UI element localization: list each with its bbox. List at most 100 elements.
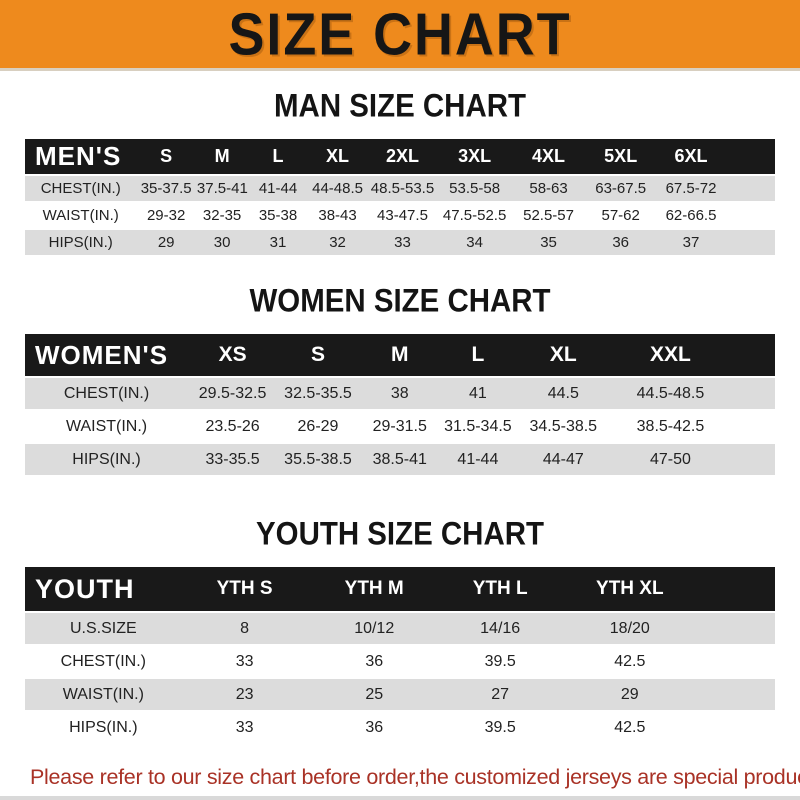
- filler-cell: [700, 712, 775, 743]
- size-cell: 38.5-41: [358, 444, 441, 475]
- column-header: 5XL: [585, 139, 656, 174]
- filler-cell: [726, 176, 775, 201]
- filler-cell: [700, 567, 775, 611]
- column-header: L: [440, 334, 516, 376]
- size-cell: 37.5-41: [195, 176, 249, 201]
- row-label: WAIST(IN.): [25, 411, 189, 442]
- column-header: 4XL: [511, 139, 586, 174]
- size-cell: 38-43: [307, 203, 368, 228]
- section-heading-youth: YOUTH SIZE CHART: [256, 515, 544, 552]
- size-cell: 62-66.5: [655, 203, 727, 228]
- size-cell: 31: [248, 230, 308, 255]
- column-header: S: [136, 139, 196, 174]
- table-row: CHEST(IN.) 33 36 39.5 42.5: [25, 646, 775, 677]
- women-size-table: WOMEN'S XS S M L XL XXL CHEST(IN.) 29.5-32.5 32.5…: [25, 332, 775, 477]
- section-heading-men: MAN SIZE CHART: [274, 87, 526, 124]
- table-header-label: WOMEN'S: [25, 334, 189, 376]
- size-cell: 23: [181, 679, 308, 710]
- size-cell: 47.5-52.5: [437, 203, 512, 228]
- size-cell: 33: [181, 712, 308, 743]
- footer-line-1: Please refer to our size chart before or…: [30, 765, 800, 789]
- size-cell: 52.5-57: [511, 203, 586, 228]
- column-header: 2XL: [367, 139, 438, 174]
- column-header: M: [358, 334, 441, 376]
- size-cell: 67.5-72: [655, 176, 727, 201]
- bottom-divider: [0, 796, 800, 800]
- table-row: CHEST(IN.) 29.5-32.5 32.5-35.5 38 41 44.5 44.5…: [25, 378, 775, 409]
- size-cell: 32.5-35.5: [277, 378, 359, 409]
- column-header: XL: [307, 139, 368, 174]
- footer-note: Please refer to our size chart before or…: [0, 762, 800, 800]
- size-cell: 35: [511, 230, 586, 255]
- row-label: U.S.SIZE: [25, 613, 182, 644]
- size-cell: 42.5: [559, 712, 701, 743]
- table-header-row: MEN'S S M L XL 2XL 3XL 4XL 5XL 6XL: [25, 139, 775, 174]
- section-heading-women: WOMEN SIZE CHART: [249, 282, 551, 319]
- size-cell: 29: [559, 679, 701, 710]
- size-cell: 36: [307, 712, 441, 743]
- column-header: YTH L: [440, 567, 560, 611]
- column-header: 6XL: [655, 139, 727, 174]
- size-chart-banner: SIZE CHART: [0, 0, 800, 71]
- size-cell: 44-47: [515, 444, 612, 475]
- column-header: S: [277, 334, 359, 376]
- table-row: WAIST(IN.) 23.5-26 26-29 29-31.5 31.5-34.5 34…: [25, 411, 775, 442]
- table-row: HIPS(IN.) 29 30 31 32 33 34 35 36 37: [25, 230, 775, 255]
- table-header-row: WOMEN'S XS S M L XL XXL: [25, 334, 775, 376]
- size-cell: 41-44: [248, 176, 308, 201]
- size-cell: 18/20: [559, 613, 701, 644]
- table-row: WAIST(IN.) 23 25 27 29: [25, 679, 775, 710]
- size-cell: 38: [358, 378, 441, 409]
- size-cell: 26-29: [277, 411, 359, 442]
- row-label: HIPS(IN.): [25, 230, 137, 255]
- column-header: L: [248, 139, 308, 174]
- table-row: HIPS(IN.) 33 36 39.5 42.5: [25, 712, 775, 743]
- filler-cell: [726, 139, 775, 174]
- column-header: YTH M: [307, 567, 441, 611]
- size-cell: 36: [307, 646, 441, 677]
- row-label: CHEST(IN.): [25, 176, 137, 201]
- size-cell: 31.5-34.5: [440, 411, 516, 442]
- size-cell: 35-38: [248, 203, 308, 228]
- size-cell: 47-50: [611, 444, 730, 475]
- size-cell: 42.5: [559, 646, 701, 677]
- size-cell: 33: [367, 230, 438, 255]
- size-cell: 33-35.5: [188, 444, 278, 475]
- table-header-label: MEN'S: [25, 139, 137, 174]
- table-row: HIPS(IN.) 33-35.5 35.5-38.5 38.5-41 41-44 44-…: [25, 444, 775, 475]
- size-cell: 63-67.5: [585, 176, 656, 201]
- table-header-label: YOUTH: [25, 567, 182, 611]
- size-cell: 57-62: [585, 203, 656, 228]
- size-cell: 39.5: [440, 646, 560, 677]
- row-label: CHEST(IN.): [25, 646, 182, 677]
- row-label: HIPS(IN.): [25, 444, 189, 475]
- filler-cell: [726, 230, 775, 255]
- size-cell: 27: [440, 679, 560, 710]
- size-cell: 48.5-53.5: [367, 176, 438, 201]
- column-header: YTH XL: [559, 567, 701, 611]
- table-row: U.S.SIZE 8 10/12 14/16 18/20: [25, 613, 775, 644]
- size-cell: 41: [440, 378, 516, 409]
- row-label: WAIST(IN.): [25, 203, 137, 228]
- size-cell: 34: [437, 230, 512, 255]
- size-cell: 53.5-58: [437, 176, 512, 201]
- filler-cell: [729, 444, 775, 475]
- filler-cell: [729, 411, 775, 442]
- table-row: WAIST(IN.) 29-32 32-35 35-38 38-43 43-47.5 47.…: [25, 203, 775, 228]
- size-cell: 44.5: [515, 378, 612, 409]
- size-cell: 25: [307, 679, 441, 710]
- size-cell: 29-32: [136, 203, 196, 228]
- table-header-row: YOUTH YTH S YTH M YTH L YTH XL: [25, 567, 775, 611]
- size-cell: 39.5: [440, 712, 560, 743]
- filler-cell: [700, 646, 775, 677]
- column-header: 3XL: [437, 139, 512, 174]
- size-cell: 38.5-42.5: [611, 411, 730, 442]
- size-cell: 23.5-26: [188, 411, 278, 442]
- youth-size-table: YOUTH YTH S YTH M YTH L YTH XL U.S.SIZE 8 10/12…: [25, 565, 775, 745]
- size-cell: 43-47.5: [367, 203, 438, 228]
- size-cell: 29-31.5: [358, 411, 441, 442]
- column-header: M: [195, 139, 249, 174]
- filler-cell: [700, 679, 775, 710]
- size-cell: 30: [195, 230, 249, 255]
